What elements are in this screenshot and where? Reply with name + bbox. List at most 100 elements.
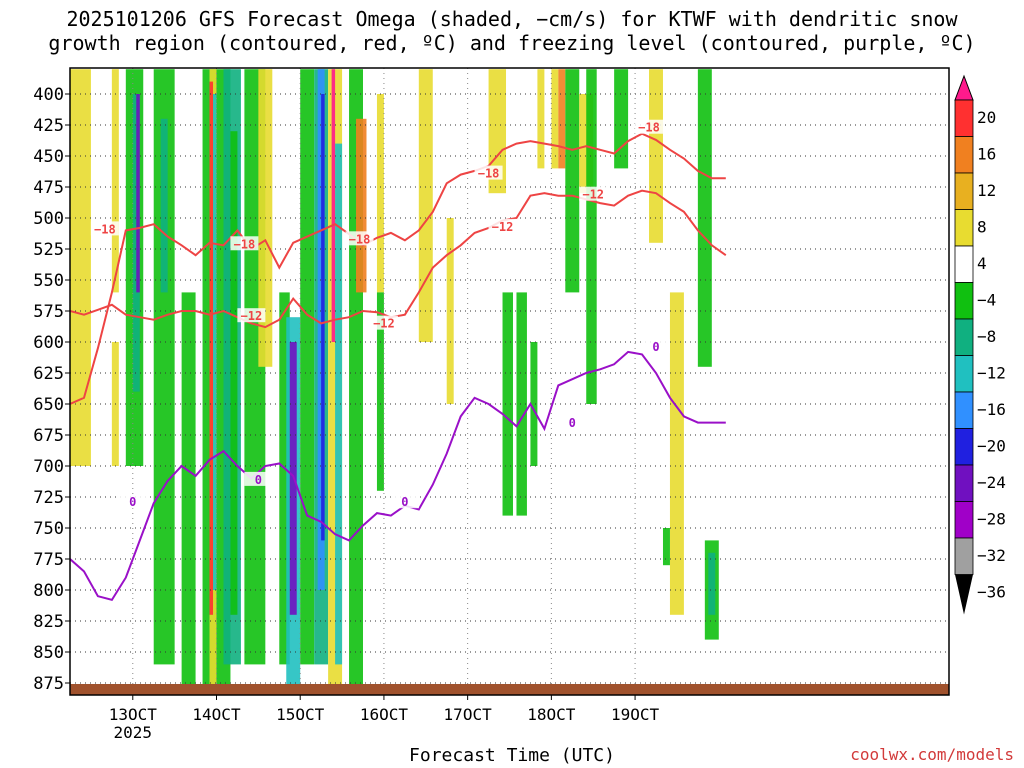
- colorbar-label: −16: [977, 400, 1006, 419]
- omega-band: [230, 131, 238, 615]
- y-tick-label: 600: [33, 333, 64, 353]
- colorbar-swatch: [954, 537, 974, 575]
- omega-band: [181, 292, 196, 695]
- contour-label-bg: [369, 315, 398, 330]
- contour-label-bg: [488, 218, 517, 233]
- contour-label-bg: [579, 186, 608, 201]
- contour-label-bg: [230, 236, 259, 251]
- omega-band: [356, 118, 367, 293]
- x-tick-label: 18OCT: [527, 705, 576, 724]
- colorbar-label: 16: [977, 145, 996, 164]
- omega-band: [160, 118, 168, 293]
- contour-label-bg: [90, 221, 119, 236]
- colorbar-arrow-top: [954, 74, 974, 101]
- colorbar-swatch: [954, 355, 974, 393]
- year-label: 2025: [114, 723, 153, 742]
- ground-strip: [70, 684, 949, 695]
- plot-frame: [69, 67, 950, 696]
- y-tick-label: 400: [33, 85, 64, 105]
- omega-band: [418, 69, 433, 342]
- colorbar-swatch: [954, 136, 974, 174]
- colorbar-label: 8: [977, 218, 987, 237]
- contour-label-bg: [635, 119, 664, 134]
- omega-band: [502, 292, 513, 516]
- y-tick-label: 775: [33, 550, 64, 570]
- colorbar-swatch: [954, 282, 974, 320]
- omega-band: [300, 69, 315, 665]
- omega-band: [697, 69, 712, 367]
- omega-band: [586, 69, 597, 404]
- colorbar-swatch: [954, 501, 974, 539]
- x-axis-label: Forecast Time (UTC): [409, 745, 615, 766]
- contour-label-bg: [345, 231, 374, 246]
- omega-band: [376, 94, 384, 293]
- colorbar-label: −12: [977, 364, 1006, 383]
- colorbar-swatch: [954, 318, 974, 356]
- omega-band: [565, 69, 580, 293]
- y-tick-label: 625: [33, 364, 64, 384]
- y-tick-label: 550: [33, 271, 64, 291]
- y-tick-label: 425: [33, 116, 64, 136]
- colorbar-label: −24: [977, 473, 1006, 492]
- omega-band: [111, 69, 119, 293]
- omega-band: [153, 69, 175, 665]
- colorbar-swatch: [954, 99, 974, 137]
- omega-band: [516, 292, 527, 516]
- colorbar-label: −20: [977, 437, 1006, 456]
- contour-label: −18: [234, 237, 256, 251]
- colorbar-label: 12: [977, 181, 996, 200]
- omega-band: [708, 552, 716, 615]
- contour-label-bg: [237, 308, 266, 323]
- x-tick-label: 15OCT: [276, 705, 325, 724]
- x-tick-label: 16OCT: [360, 705, 409, 724]
- omega-band: [321, 94, 325, 541]
- omega-band: [558, 69, 566, 169]
- colorbar-label: 4: [977, 254, 987, 273]
- contour-label: −12: [373, 317, 395, 331]
- contour-label: −18: [638, 121, 660, 135]
- omega-band: [669, 292, 684, 615]
- colorbar-swatch: [954, 209, 974, 247]
- contour-label: −12: [241, 309, 263, 323]
- contour-label: 0: [401, 495, 408, 509]
- colorbar-swatch: [954, 172, 974, 210]
- contour-label-bg: [244, 471, 273, 486]
- contour-label-bg: [390, 494, 419, 509]
- colorbar-swatch: [954, 391, 974, 429]
- omega-band: [551, 69, 559, 169]
- contour-label: −18: [349, 232, 371, 246]
- x-tick-label: 14OCT: [192, 705, 241, 724]
- y-tick-label: 825: [33, 612, 64, 632]
- contour-label-bg: [558, 414, 587, 429]
- omega-band: [136, 94, 140, 293]
- contour-label: −18: [478, 167, 500, 181]
- omega-band: [213, 94, 217, 590]
- colorbar-swatch: [954, 245, 974, 283]
- x-tick-label: 17OCT: [444, 705, 493, 724]
- credit-link[interactable]: coolwx.com/models: [850, 745, 1014, 764]
- y-tick-label: 850: [33, 643, 64, 663]
- chart-title-line-1: 2025101206 GFS Forecast Omega (shaded, −…: [66, 7, 958, 31]
- contour-label: 0: [569, 416, 576, 430]
- contour-label: 0: [129, 495, 136, 509]
- contour-label-bg: [118, 494, 147, 509]
- y-tick-label: 675: [33, 426, 64, 446]
- y-tick-label: 750: [33, 519, 64, 539]
- omega-band: [376, 292, 384, 491]
- contour-label: 0: [255, 473, 262, 487]
- y-tick-label: 475: [33, 178, 64, 198]
- contour-line: [70, 350, 726, 602]
- chart-title-line-2: growth region (contoured, red, ºC) and f…: [48, 31, 976, 55]
- contour-label-bg: [474, 165, 503, 180]
- contour-label: −12: [492, 220, 514, 234]
- x-tick-label: 19OCT: [611, 705, 660, 724]
- omega-band: [335, 143, 343, 665]
- omega-band: [649, 69, 663, 243]
- omega-band: [662, 528, 670, 566]
- y-tick-label: 725: [33, 488, 64, 508]
- colorbar-label: −8: [977, 327, 996, 346]
- contour-label: −18: [94, 222, 116, 236]
- y-tick-label: 700: [33, 457, 64, 477]
- contour-label-bg: [642, 339, 670, 354]
